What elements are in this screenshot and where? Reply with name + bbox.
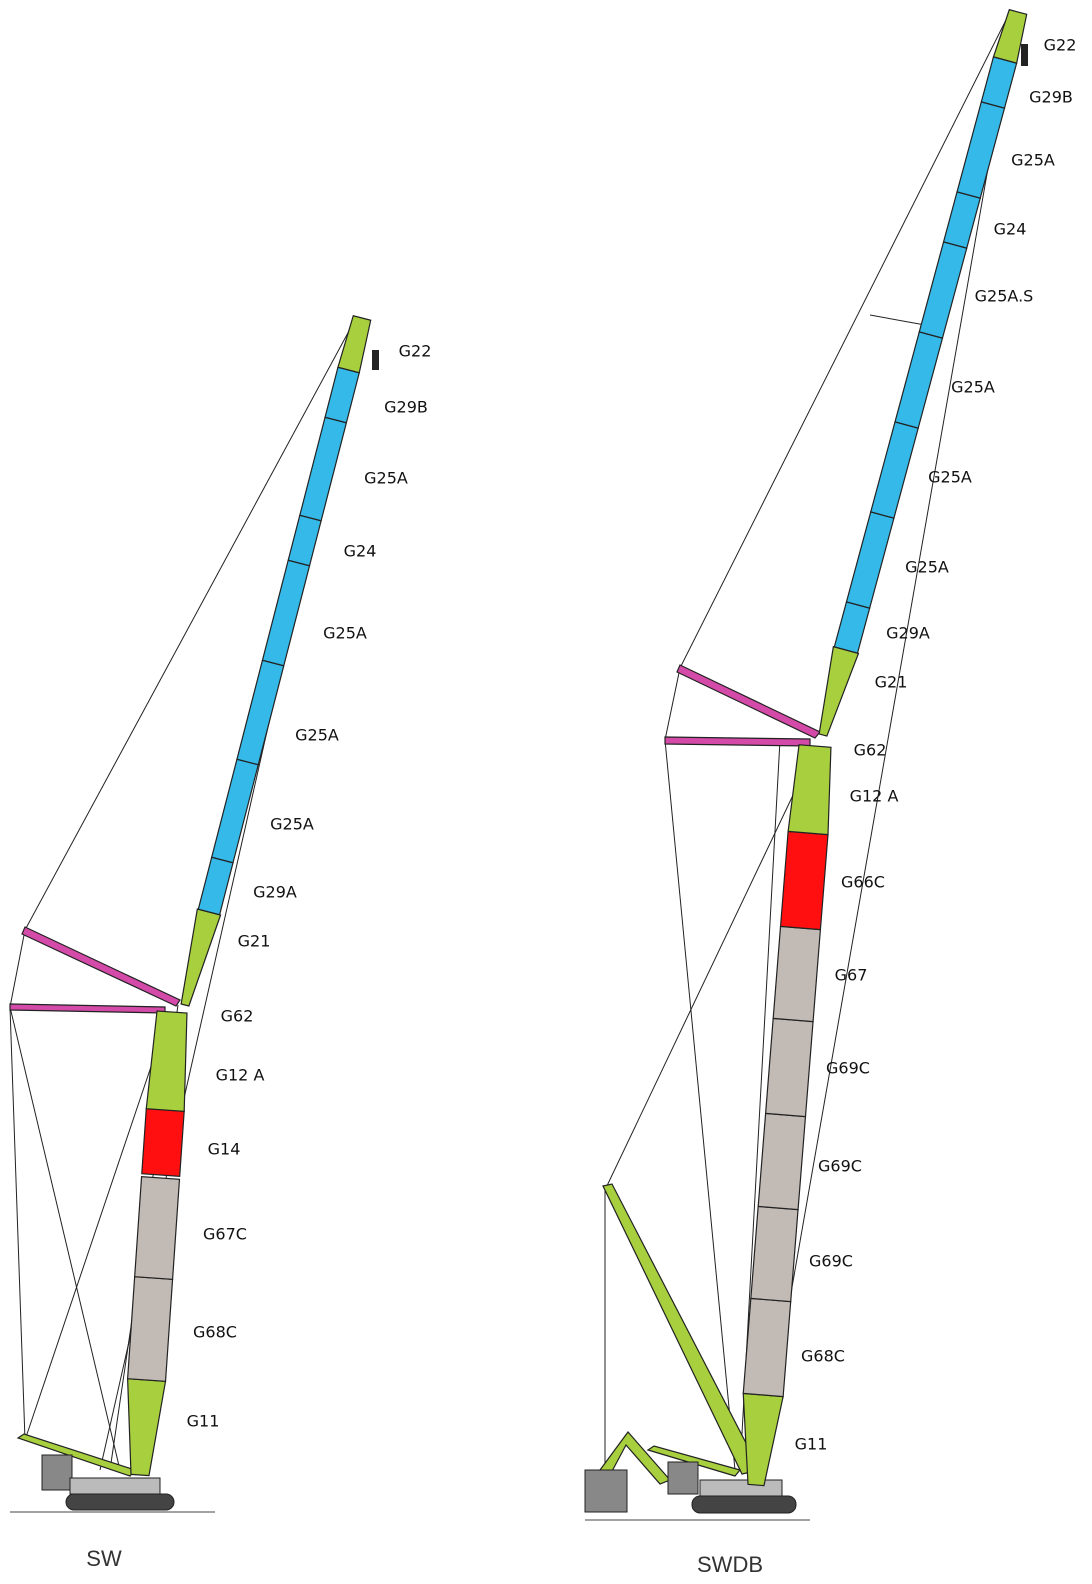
section-label: G62: [221, 1007, 254, 1026]
section-label: G22: [399, 342, 432, 361]
boom-section: [141, 1108, 185, 1177]
section-label: G25A: [323, 624, 367, 643]
boom-section: [992, 8, 1028, 64]
caption: SWDB: [697, 1552, 763, 1577]
boom-section: [772, 925, 822, 1023]
section-label: G69C: [818, 1157, 862, 1176]
boom-section: [918, 241, 968, 339]
boom-section: [299, 416, 348, 522]
boom-section: [337, 315, 372, 374]
section-label: G25A: [928, 468, 972, 487]
section-labels: G22 G29B G25A G24 G25A G25A G25A G29A G21 G62 G12 …: [187, 36, 1077, 1454]
section-label: G29A: [253, 883, 297, 902]
section-label: G11: [795, 1435, 828, 1454]
boom-section: [779, 830, 829, 931]
section-label: G67: [835, 966, 868, 985]
boom-section: [818, 645, 860, 737]
section-label: G25A: [364, 469, 408, 488]
base: [41, 1454, 797, 1514]
boom-section: [870, 421, 919, 519]
booms: [126, 8, 1028, 1487]
ground: [10, 1511, 810, 1521]
section-label: G68C: [801, 1347, 845, 1366]
section-label: G25A: [905, 558, 949, 577]
boom-section: [126, 1276, 174, 1382]
boom-section: [894, 331, 944, 429]
boom-section: [845, 511, 895, 609]
section-label: G12 A: [850, 787, 899, 806]
boom-section: [236, 659, 285, 766]
boom-section: [287, 514, 322, 567]
boom-section: [833, 601, 871, 654]
boom-section: [742, 1297, 792, 1398]
boom-section: [180, 908, 222, 1007]
caption: SW: [86, 1546, 122, 1571]
section-label: G69C: [826, 1059, 870, 1078]
section-label: G21: [238, 932, 271, 951]
boom-section: [942, 191, 981, 249]
boom-section: [750, 1205, 799, 1303]
section-label: G25A: [951, 378, 995, 397]
boom-section: [787, 744, 832, 836]
section-label: G69C: [809, 1252, 853, 1271]
section-label: G14: [208, 1140, 241, 1159]
boom-section: [210, 758, 259, 864]
section-label: G67C: [203, 1225, 247, 1244]
section-label: G29B: [1029, 88, 1073, 107]
section-label: G22: [1044, 36, 1077, 55]
section-label: G25A: [270, 815, 314, 834]
section-label: G11: [187, 1412, 220, 1431]
boom-section: [145, 1010, 188, 1112]
hook: [372, 350, 379, 370]
boom-section: [956, 101, 1006, 199]
section-label: G25A: [1011, 151, 1055, 170]
boom-section: [757, 1112, 807, 1211]
boom-section: [261, 559, 311, 667]
boom-section: [764, 1017, 814, 1118]
section-label: G68C: [193, 1323, 237, 1342]
section-label: G29B: [384, 398, 428, 417]
section-label: G25A.S: [975, 287, 1034, 306]
boom-section: [324, 366, 360, 424]
section-label: G24: [344, 542, 377, 561]
section-label: G62: [854, 741, 887, 760]
section-label: G24: [994, 220, 1027, 239]
section-label: G29A: [886, 624, 930, 643]
boom-section: [742, 1392, 784, 1487]
section-label: G66C: [841, 873, 885, 892]
section-label: G21: [875, 673, 908, 692]
boom-section: [126, 1378, 167, 1477]
boom-section: [980, 56, 1018, 109]
section-label: G25A: [295, 726, 339, 745]
hook: [1021, 44, 1028, 66]
section-label: G12 A: [216, 1066, 265, 1085]
boom-section: [134, 1176, 181, 1280]
